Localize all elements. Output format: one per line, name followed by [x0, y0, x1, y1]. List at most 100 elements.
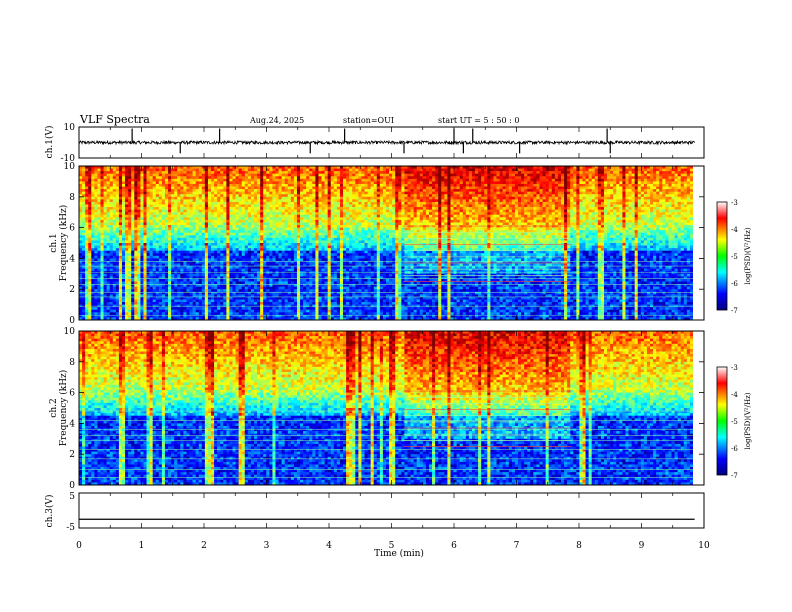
- spectrogram-cell: [478, 222, 482, 226]
- spectrogram-cell: [171, 171, 175, 174]
- spectrogram-cell: [376, 219, 381, 223]
- spectrogram-cell: [493, 176, 497, 180]
- spectrogram-cell: [217, 204, 221, 208]
- spectrogram-cell: [527, 204, 531, 208]
- spectrogram-cell: [232, 225, 236, 228]
- spectrogram-cell: [112, 194, 117, 198]
- spectrogram-cell: [349, 199, 353, 203]
- spectrogram-cell: [121, 204, 126, 208]
- spectrogram-cell: [478, 219, 482, 223]
- spectrogram-cell: [149, 219, 153, 223]
- spectrogram-cell: [521, 201, 525, 205]
- spectrogram-cell: [137, 209, 141, 213]
- spectrogram-cell: [217, 178, 221, 182]
- spectrogram-cell: [650, 199, 654, 203]
- spectrogram-cell: [333, 209, 338, 213]
- spectrogram-cell: [456, 207, 460, 210]
- spectrogram-cell: [493, 189, 497, 192]
- spectrogram-cell: [232, 178, 236, 182]
- spectrogram-cell: [88, 201, 92, 205]
- spectrogram-cell: [465, 171, 470, 174]
- spectrogram-cell: [260, 186, 264, 190]
- spectrogram-cell: [272, 181, 276, 185]
- spectrogram-cell: [610, 201, 614, 205]
- spectrogram-cell: [557, 196, 562, 200]
- spectrogram-cell: [229, 214, 233, 218]
- spectrogram-cell: [343, 201, 347, 205]
- spectrogram-cell: [665, 191, 669, 195]
- spectrogram-cell: [260, 209, 264, 213]
- spectrogram-cell: [287, 171, 292, 174]
- spectrogram-cell: [389, 176, 393, 180]
- spectrogram-cell: [668, 191, 672, 195]
- spectrogram-cell: [79, 225, 83, 228]
- spectrogram-cell: [318, 183, 322, 187]
- spectrogram-cell: [312, 214, 316, 218]
- spectrogram-cell: [201, 194, 206, 198]
- spectrogram-cell: [508, 207, 513, 210]
- spectrogram-cell: [349, 209, 353, 213]
- spectrogram-cell: [603, 219, 608, 223]
- spectrogram-cell: [527, 209, 531, 213]
- spectrogram-cell: [364, 201, 368, 205]
- spectrogram-cell: [109, 225, 114, 228]
- spectrogram-cell: [597, 217, 602, 221]
- spectrogram-cell: [238, 196, 243, 200]
- spectrogram-cell: [637, 201, 642, 205]
- spectrogram-cell: [585, 194, 589, 198]
- spectrogram-cell: [296, 189, 301, 192]
- spectrogram-cell: [508, 196, 513, 200]
- spectrogram-cell: [389, 186, 393, 190]
- spectrogram-cell: [413, 194, 417, 198]
- spectrogram-cell: [164, 201, 169, 205]
- spectrogram-cell: [607, 227, 611, 231]
- spectrogram-cell: [192, 173, 196, 177]
- spectrogram-cell: [576, 178, 580, 182]
- spectrogram-cell: [410, 225, 414, 228]
- spectrogram-cell: [502, 225, 507, 228]
- spectrogram-cell: [441, 196, 445, 200]
- spectrogram-cell: [564, 176, 568, 180]
- spectrogram-cell: [425, 209, 430, 213]
- spectrogram-cell: [250, 181, 255, 185]
- spectrogram-cell: [168, 227, 172, 231]
- spectrogram-cell: [665, 186, 669, 190]
- spectrogram-cell: [462, 183, 467, 187]
- spectrogram-cell: [315, 189, 319, 192]
- spectrogram-cell: [97, 227, 101, 231]
- spectrogram-cell: [306, 176, 310, 180]
- spectrogram-cell: [413, 166, 417, 169]
- spectrogram-cell: [112, 217, 117, 221]
- spectrogram-cell: [125, 178, 129, 182]
- spectrogram-cell: [309, 199, 313, 203]
- spectrogram-cell: [250, 207, 255, 210]
- spectrogram-cell: [438, 181, 442, 185]
- spectrogram-cell: [603, 207, 608, 210]
- spectrogram-cell: [211, 166, 215, 169]
- spectrogram-cell: [686, 168, 691, 172]
- spectrogram-cell: [152, 171, 157, 174]
- spectrogram-cell: [419, 204, 424, 208]
- spectrogram-cell: [610, 219, 614, 223]
- spectrogram-cell: [229, 191, 233, 195]
- spectrogram-cell: [97, 201, 101, 205]
- spectrogram-cell: [441, 194, 445, 198]
- spectrogram-cell: [333, 217, 338, 221]
- spectrogram-cell: [343, 181, 347, 185]
- spectrogram-cell: [269, 212, 273, 216]
- spectrogram-cell: [646, 166, 651, 169]
- spectrogram-cell: [545, 186, 550, 190]
- spectrogram-cell: [677, 173, 682, 177]
- spectrogram-cell: [257, 214, 261, 218]
- spectrogram-cell: [257, 225, 261, 228]
- spectrogram-cell: [94, 201, 98, 205]
- spectrogram-cell: [545, 201, 550, 205]
- spectrogram-cell: [321, 168, 325, 172]
- spectrogram-cell: [269, 183, 273, 187]
- spectrogram-cell: [404, 166, 408, 169]
- spectrogram-cell: [137, 225, 141, 228]
- spectrogram-cell: [373, 227, 378, 231]
- spectrogram-cell: [389, 222, 393, 226]
- spectrogram-cell: [161, 214, 166, 218]
- spectrogram-cell: [355, 178, 359, 182]
